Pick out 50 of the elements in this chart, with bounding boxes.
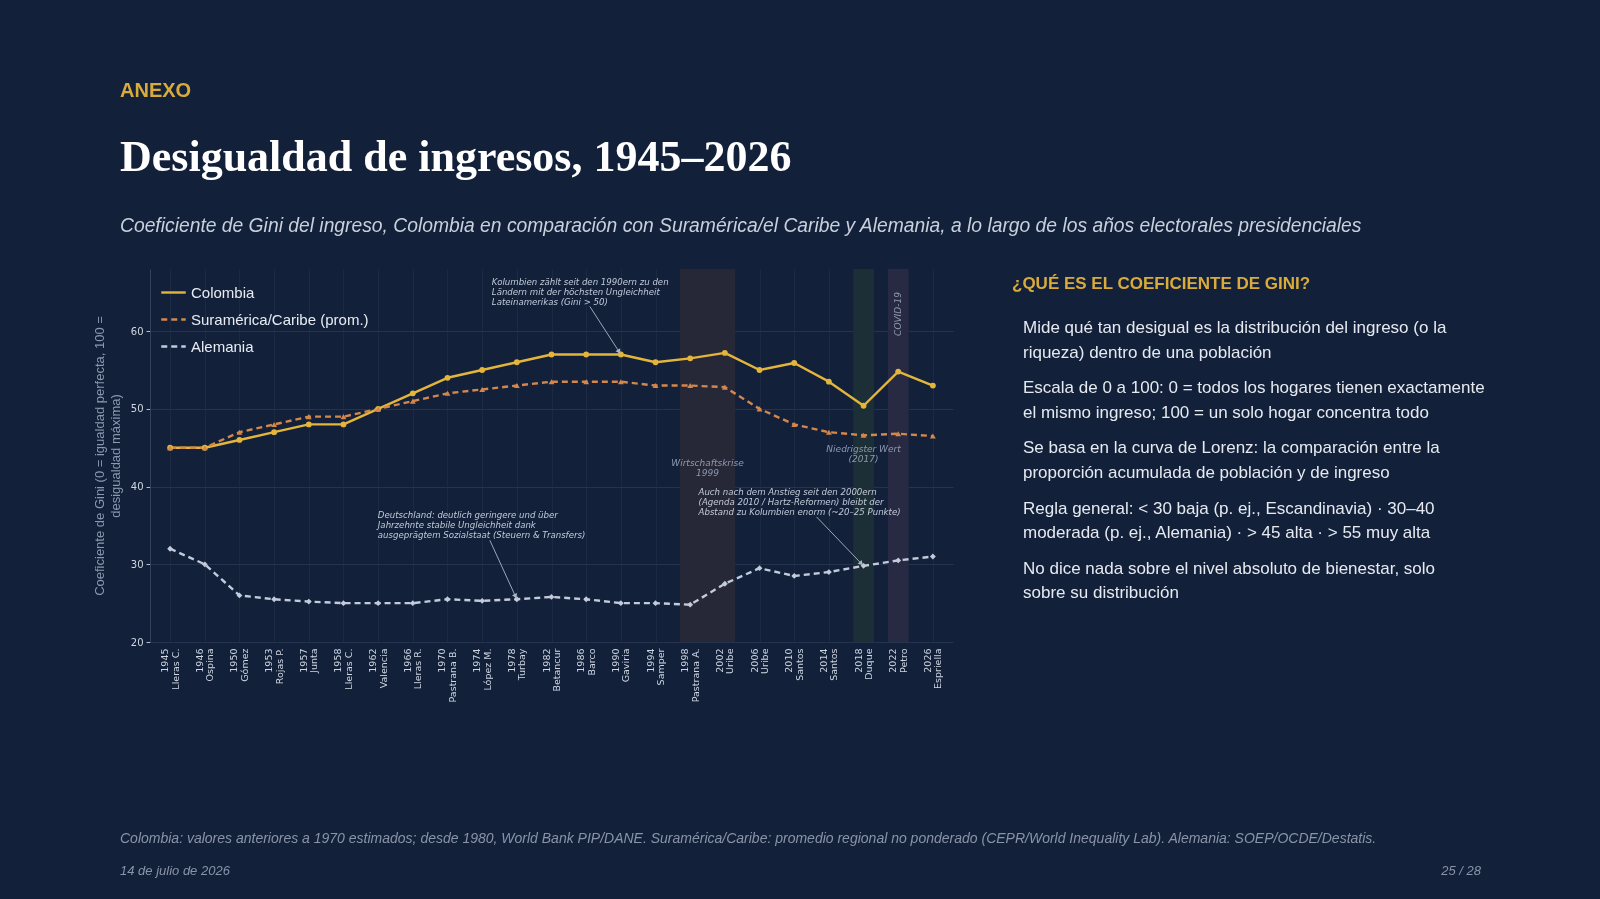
text: 14 de julio de 2026	[120, 863, 231, 878]
x-tick-label: 1994 Samper	[644, 648, 667, 686]
x-tick-label: 1957 Junta	[297, 648, 320, 674]
text: No dice nada sobre el nivel absoluto de bienestar, solo sobre su distribución	[1023, 558, 1436, 603]
x-tick-label: 1953 Rojas P.	[263, 648, 285, 685]
text: Escala de 0 a 100: 0 = todos los hogares tienen exactamente el mismo ingreso; 100 = un solo hogar concentra todo	[1023, 378, 1485, 422]
x-tick-label: 1974 López M.	[471, 648, 493, 691]
band-label: Niedrigster Wert (2017)	[826, 444, 902, 464]
x-tick-label: 1950 Gómez	[228, 648, 250, 682]
x-tick-label: 1945 Lleras C.	[159, 648, 181, 690]
text: Se basa en la curva de Lorenz: la comparación entre la proporción acumulada de población y de ingreso	[1023, 438, 1441, 482]
legend-label: Alemania	[191, 337, 255, 355]
legend-label: Colombia	[191, 283, 256, 301]
x-tick-label: 2018 Duque	[852, 648, 875, 680]
x-tick-label: 1990 Gaviria	[609, 648, 632, 683]
chart-title: Desigualdad de ingresos, 1945–2026	[120, 132, 792, 181]
text: Mide qué tan desigual es la distribución del ingreso (o la riqueza) dentro de una población	[1023, 318, 1447, 362]
x-tick-label: 2006 Uribe	[748, 648, 771, 674]
band-label: Wirtschaftskrise 1999	[671, 458, 745, 478]
y-tick-label: 20	[130, 636, 144, 648]
x-tick-label: 1982 Betancur	[540, 648, 562, 692]
x-tick-label: 1986 Barco	[575, 648, 597, 676]
x-tick-label: 1946 Ospina	[193, 648, 216, 682]
y-tick-label: 60	[130, 325, 144, 337]
x-tick-label: 2026 Espriella	[921, 648, 944, 689]
annotation: Auch nach dem Anstieg seit den 2000ern (Agenda 2010 / Hartz-Reformen) bleibt der Abstand zu Kolumbien enorm (~20–25 Punkte)	[697, 486, 901, 517]
x-tick-label: 2014 Santos	[817, 648, 840, 681]
x-tick-label: 2010 Santos	[783, 648, 805, 681]
x-tick-label: 1958 Lleras C.	[332, 648, 354, 690]
x-tick-label: 2002 Uribe	[713, 648, 736, 674]
text: Regla general: < 30 baja (p. ej., Escandinavia) · 30–40 moderada (p. ej., Alemania) · > 45 alta · > 55 muy alta	[1023, 498, 1435, 543]
text: ANEXO	[120, 79, 192, 101]
band-label: COVID-19	[893, 291, 904, 336]
legend-label: Suramérica/Caribe (prom.)	[191, 310, 369, 328]
y-tick-label: 40	[130, 481, 144, 493]
annotation: Kolumbien zählt seit den 1990ern zu den Ländern mit der höchsten Ungleichheit Lateinamerikas (Gini > 50)	[491, 277, 669, 308]
text: Colombia: valores anteriores a 1970 estimados; desde 1980, World Bank PIP/DANE. Suramérica/Caribe: promedio regional no ponderado (CEPR/World Inequality Lab). Alemania: SOEP/OCDE/Destatis.	[120, 830, 1377, 846]
x-tick-label: 1966 Lleras R.	[401, 648, 424, 690]
x-tick-label: 1970 Pastrana B.	[436, 648, 458, 703]
chart-subtitle: Coeficiente de Gini del ingreso, Colombia en comparación con Suramérica/el Caribe y Alemania, a lo largo de los años electorales presidenciales	[120, 214, 1362, 236]
x-tick-label: 1998 Pastrana A.	[679, 648, 701, 703]
y-axis-title: Coeficiente de Gini (0 = igualdad perfecta, 100 = desigualdad máxima)	[91, 316, 123, 596]
text: 25 / 28	[1440, 863, 1482, 878]
x-tick-label: 2022 Petro	[887, 648, 909, 673]
text: ¿QUÉ ES EL COEFICIENTE DE GINI?	[1012, 274, 1311, 293]
y-tick-label: 50	[130, 403, 144, 415]
x-tick-label: 1978 Turbay	[505, 648, 528, 682]
y-tick-label: 30	[130, 558, 144, 570]
x-tick-label: 1962 Valencia	[367, 648, 389, 689]
annotation: Deutschland: deutlich geringere und über Jahrzehnte stabile Ungleichheit dank ausgeprägtem Sozialstaat (Steuern & Transfers)	[375, 510, 586, 541]
